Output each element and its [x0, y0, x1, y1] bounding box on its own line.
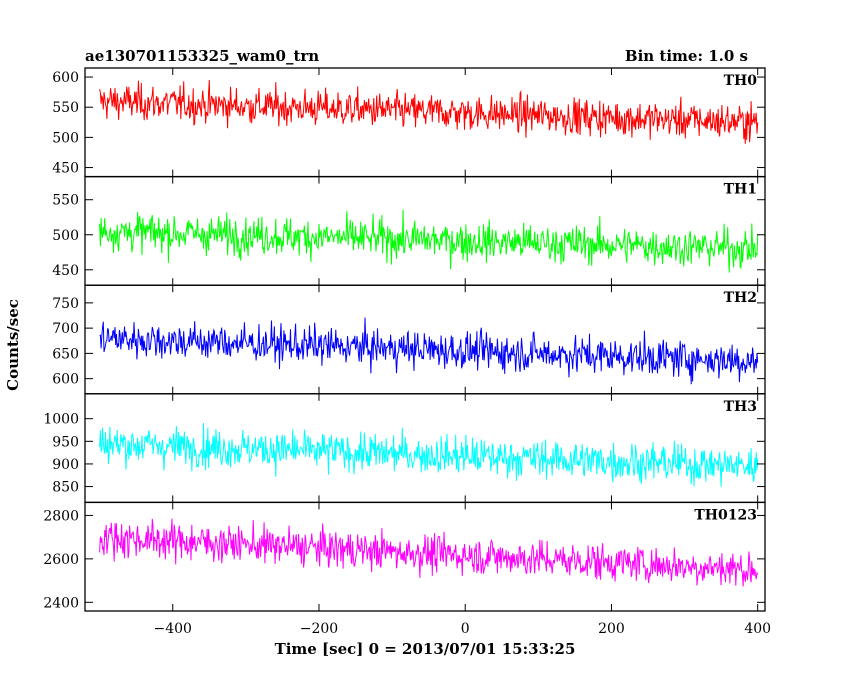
- bin-time-label: Bin time: 1.0 s: [625, 47, 748, 65]
- panel-label: TH1: [724, 182, 757, 198]
- series-th0: [99, 79, 759, 144]
- x-axis-ticks: −400 −200 0 200 400: [154, 621, 772, 637]
- panels-group: 450 500 550 600 TH0 450 500 550 TH1 600 650 700 750 T…: [43, 67, 766, 612]
- y-tick-label: 650: [52, 346, 79, 362]
- x-axis-label: Time [sec] 0 = 2013/07/01 15:33:25: [275, 640, 576, 658]
- y-tick-label: 950: [52, 434, 79, 450]
- series-th2: [99, 317, 759, 385]
- series-th0123: [99, 518, 759, 587]
- panel-th0123: 2400 2600 2800 TH0123: [43, 501, 766, 612]
- panel-th1: 450 500 550 TH1: [52, 175, 766, 286]
- panel-th0: 450 500 550 600 TH0: [52, 67, 766, 178]
- panel-th3: 850 900 950 1000 TH3: [43, 393, 766, 504]
- panel-label: TH0: [724, 73, 758, 89]
- x-tick-label: 0: [461, 621, 470, 637]
- y-tick-label: 2800: [43, 508, 79, 524]
- panel-frame: [84, 175, 766, 286]
- y-tick-label: 500: [52, 130, 79, 146]
- y-tick-label: 550: [52, 193, 79, 209]
- x-tick-label: 200: [598, 621, 625, 637]
- y-tick-label: 750: [52, 296, 79, 312]
- y-tick-label: 550: [52, 100, 79, 116]
- panel-label: TH0123: [694, 507, 757, 523]
- y-tick-label: 450: [52, 161, 79, 177]
- y-tick-label: 450: [52, 263, 79, 279]
- panel-frame: [84, 501, 766, 612]
- panel-label: TH3: [724, 399, 757, 415]
- y-tick-label: 600: [52, 372, 79, 388]
- x-tick-label: −200: [300, 621, 338, 637]
- y-tick-label: 600: [52, 70, 79, 86]
- series-th1: [99, 209, 759, 273]
- y-axis-label: Counts/sec: [4, 299, 22, 391]
- x-tick-label: 400: [744, 621, 771, 637]
- panel-th2: 600 650 700 750 TH2: [52, 284, 766, 395]
- chart-title: ae130701153325_wam0_trn: [85, 47, 319, 65]
- series-th3: [99, 422, 759, 487]
- y-tick-label: 900: [52, 457, 79, 473]
- x-tick-label: −400: [154, 621, 192, 637]
- y-tick-label: 2400: [43, 595, 79, 611]
- panel-label: TH2: [724, 290, 757, 306]
- y-tick-label: 2600: [43, 552, 79, 568]
- y-tick-label: 700: [52, 321, 79, 337]
- y-tick-label: 500: [52, 228, 79, 244]
- y-tick-label: 850: [52, 480, 79, 496]
- y-tick-label: 1000: [43, 412, 79, 428]
